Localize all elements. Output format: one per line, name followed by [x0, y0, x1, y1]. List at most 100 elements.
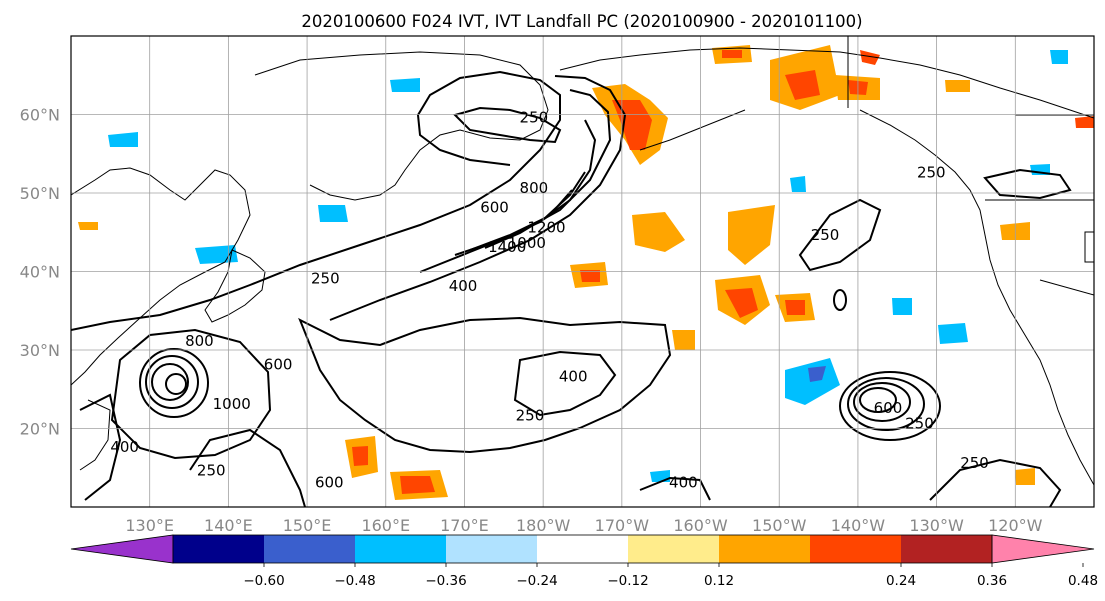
shade-patch	[195, 245, 238, 264]
lat-tick-label: 40°N	[20, 263, 60, 282]
na-west-coast	[859, 109, 1094, 486]
low-contour-2	[853, 382, 911, 422]
lon-tick-label: 120°W	[988, 516, 1043, 535]
colorbar-segment	[173, 535, 265, 563]
lon-tick-label: 130°E	[125, 516, 174, 535]
lat-tick-label: 50°N	[20, 184, 60, 203]
lon-tick-label: 180°W	[516, 516, 571, 535]
colorbar-extend-max	[991, 534, 1095, 564]
colorbar-segment	[355, 535, 447, 563]
typhoon-contour-4	[165, 373, 187, 395]
shade-patch	[78, 222, 98, 230]
figure-title: 2020100600 F024 IVT, IVT Landfall PC (20…	[301, 12, 862, 31]
latitude-tick-labels: 60°N 50°N 40°N 30°N 20°N	[20, 106, 60, 439]
alaska-coast	[559, 47, 1094, 119]
colorbar-segment	[537, 535, 629, 563]
ivt-contours	[71, 70, 1072, 507]
contour-label: 600	[264, 356, 293, 374]
colorbar-segment	[264, 535, 356, 563]
lon-tick-label: 150°W	[752, 516, 807, 535]
lon-tick-label: 160°W	[673, 516, 728, 535]
shade-patch	[1075, 116, 1094, 128]
contour-label: 250	[960, 454, 989, 472]
lon-tick-label: 150°E	[283, 516, 332, 535]
lat-tick-label: 30°N	[20, 341, 60, 360]
shade-patch	[938, 323, 968, 344]
typhoon-contour-600	[110, 328, 272, 460]
colorbar-segment	[446, 535, 538, 563]
shade-patch	[785, 70, 820, 100]
shade-patch	[1050, 50, 1068, 64]
map-frame	[70, 35, 1095, 508]
lon-tick-label: 170°E	[440, 516, 489, 535]
shade-patch	[892, 298, 912, 315]
typhoon-contour-3	[139, 348, 209, 418]
contour-label: 250	[516, 407, 545, 425]
lat-tick-label: 20°N	[20, 420, 60, 439]
contour-label: 250	[917, 163, 946, 181]
china-coast	[79, 399, 111, 471]
low-contour-1	[859, 387, 897, 413]
ivt-contour-250-c	[298, 316, 672, 454]
contour-label: 1000	[508, 234, 546, 252]
shade-patch	[400, 476, 435, 494]
contour-label: 400	[559, 367, 588, 385]
ivt-contour-800	[454, 119, 597, 256]
ivt-contour-small	[833, 289, 847, 311]
asia-coastline	[71, 167, 251, 386]
shade-patch	[352, 446, 368, 466]
shade-patch	[722, 50, 742, 58]
shade-patch	[945, 80, 970, 92]
shade-patch	[390, 78, 420, 92]
contour-label: 800	[185, 332, 214, 350]
ivt-contour-250-g	[983, 168, 1072, 200]
lon-tick-label: 170°W	[595, 516, 650, 535]
shade-patch	[1015, 468, 1035, 485]
shade-patch	[860, 50, 880, 65]
colorbar-tick-label: −0.60	[243, 573, 284, 589]
colorbar-extend-min	[70, 534, 174, 564]
shade-patch	[318, 205, 348, 222]
shade-patch	[580, 270, 600, 282]
lon-tick-label: 160°E	[361, 516, 410, 535]
lon-tick-label: 130°W	[909, 516, 964, 535]
contour-label: 600	[874, 399, 903, 417]
low-contour-4	[839, 371, 941, 441]
colorbar-segment	[628, 535, 720, 563]
contour-label: 400	[669, 473, 698, 491]
shade-patch	[808, 366, 826, 382]
shade-patch	[790, 176, 806, 192]
map-panel: 2508006001200100014004002502502508006001…	[70, 35, 1095, 508]
contour-label: 1200	[527, 218, 565, 236]
contour-label: 250	[311, 269, 340, 287]
ivt-contour-1200	[484, 189, 573, 249]
border-5	[1039, 279, 1094, 296]
contour-label: 250	[520, 108, 549, 126]
border-4	[1084, 231, 1094, 263]
longitude-tick-labels: 130°E 140°E 150°E 160°E 170°E 180°W 170°W 160°W…	[125, 516, 1042, 535]
contour-label: 400	[110, 438, 139, 456]
contour-label: 600	[315, 473, 344, 491]
contour-label: 800	[520, 179, 549, 197]
contour-label: 1400	[488, 238, 526, 256]
ivt-contour-400-a	[329, 75, 627, 321]
negative-shading	[108, 50, 1068, 482]
shade-patch	[632, 212, 685, 252]
contour-label: 250	[811, 226, 840, 244]
lon-tick-label: 140°E	[204, 516, 253, 535]
ivt-contour-400-c	[79, 393, 122, 501]
aleutians	[639, 109, 746, 151]
colorbar-tick-label: 0.36	[977, 573, 1007, 589]
colorbar-segment	[810, 535, 902, 563]
colorbar-segment	[719, 535, 811, 563]
colorbar-tick-label: 0.48	[1068, 573, 1098, 589]
colorbar-tick-label: 0.24	[886, 573, 916, 589]
contour-label: 1000	[213, 395, 251, 413]
contour-label: 400	[449, 277, 478, 295]
ivt-contour-400-b	[513, 350, 617, 417]
typhoon-contour-1	[151, 363, 189, 401]
low-contour-3	[847, 377, 925, 431]
shade-patch	[672, 330, 695, 350]
lon-tick-label: 140°W	[831, 516, 886, 535]
